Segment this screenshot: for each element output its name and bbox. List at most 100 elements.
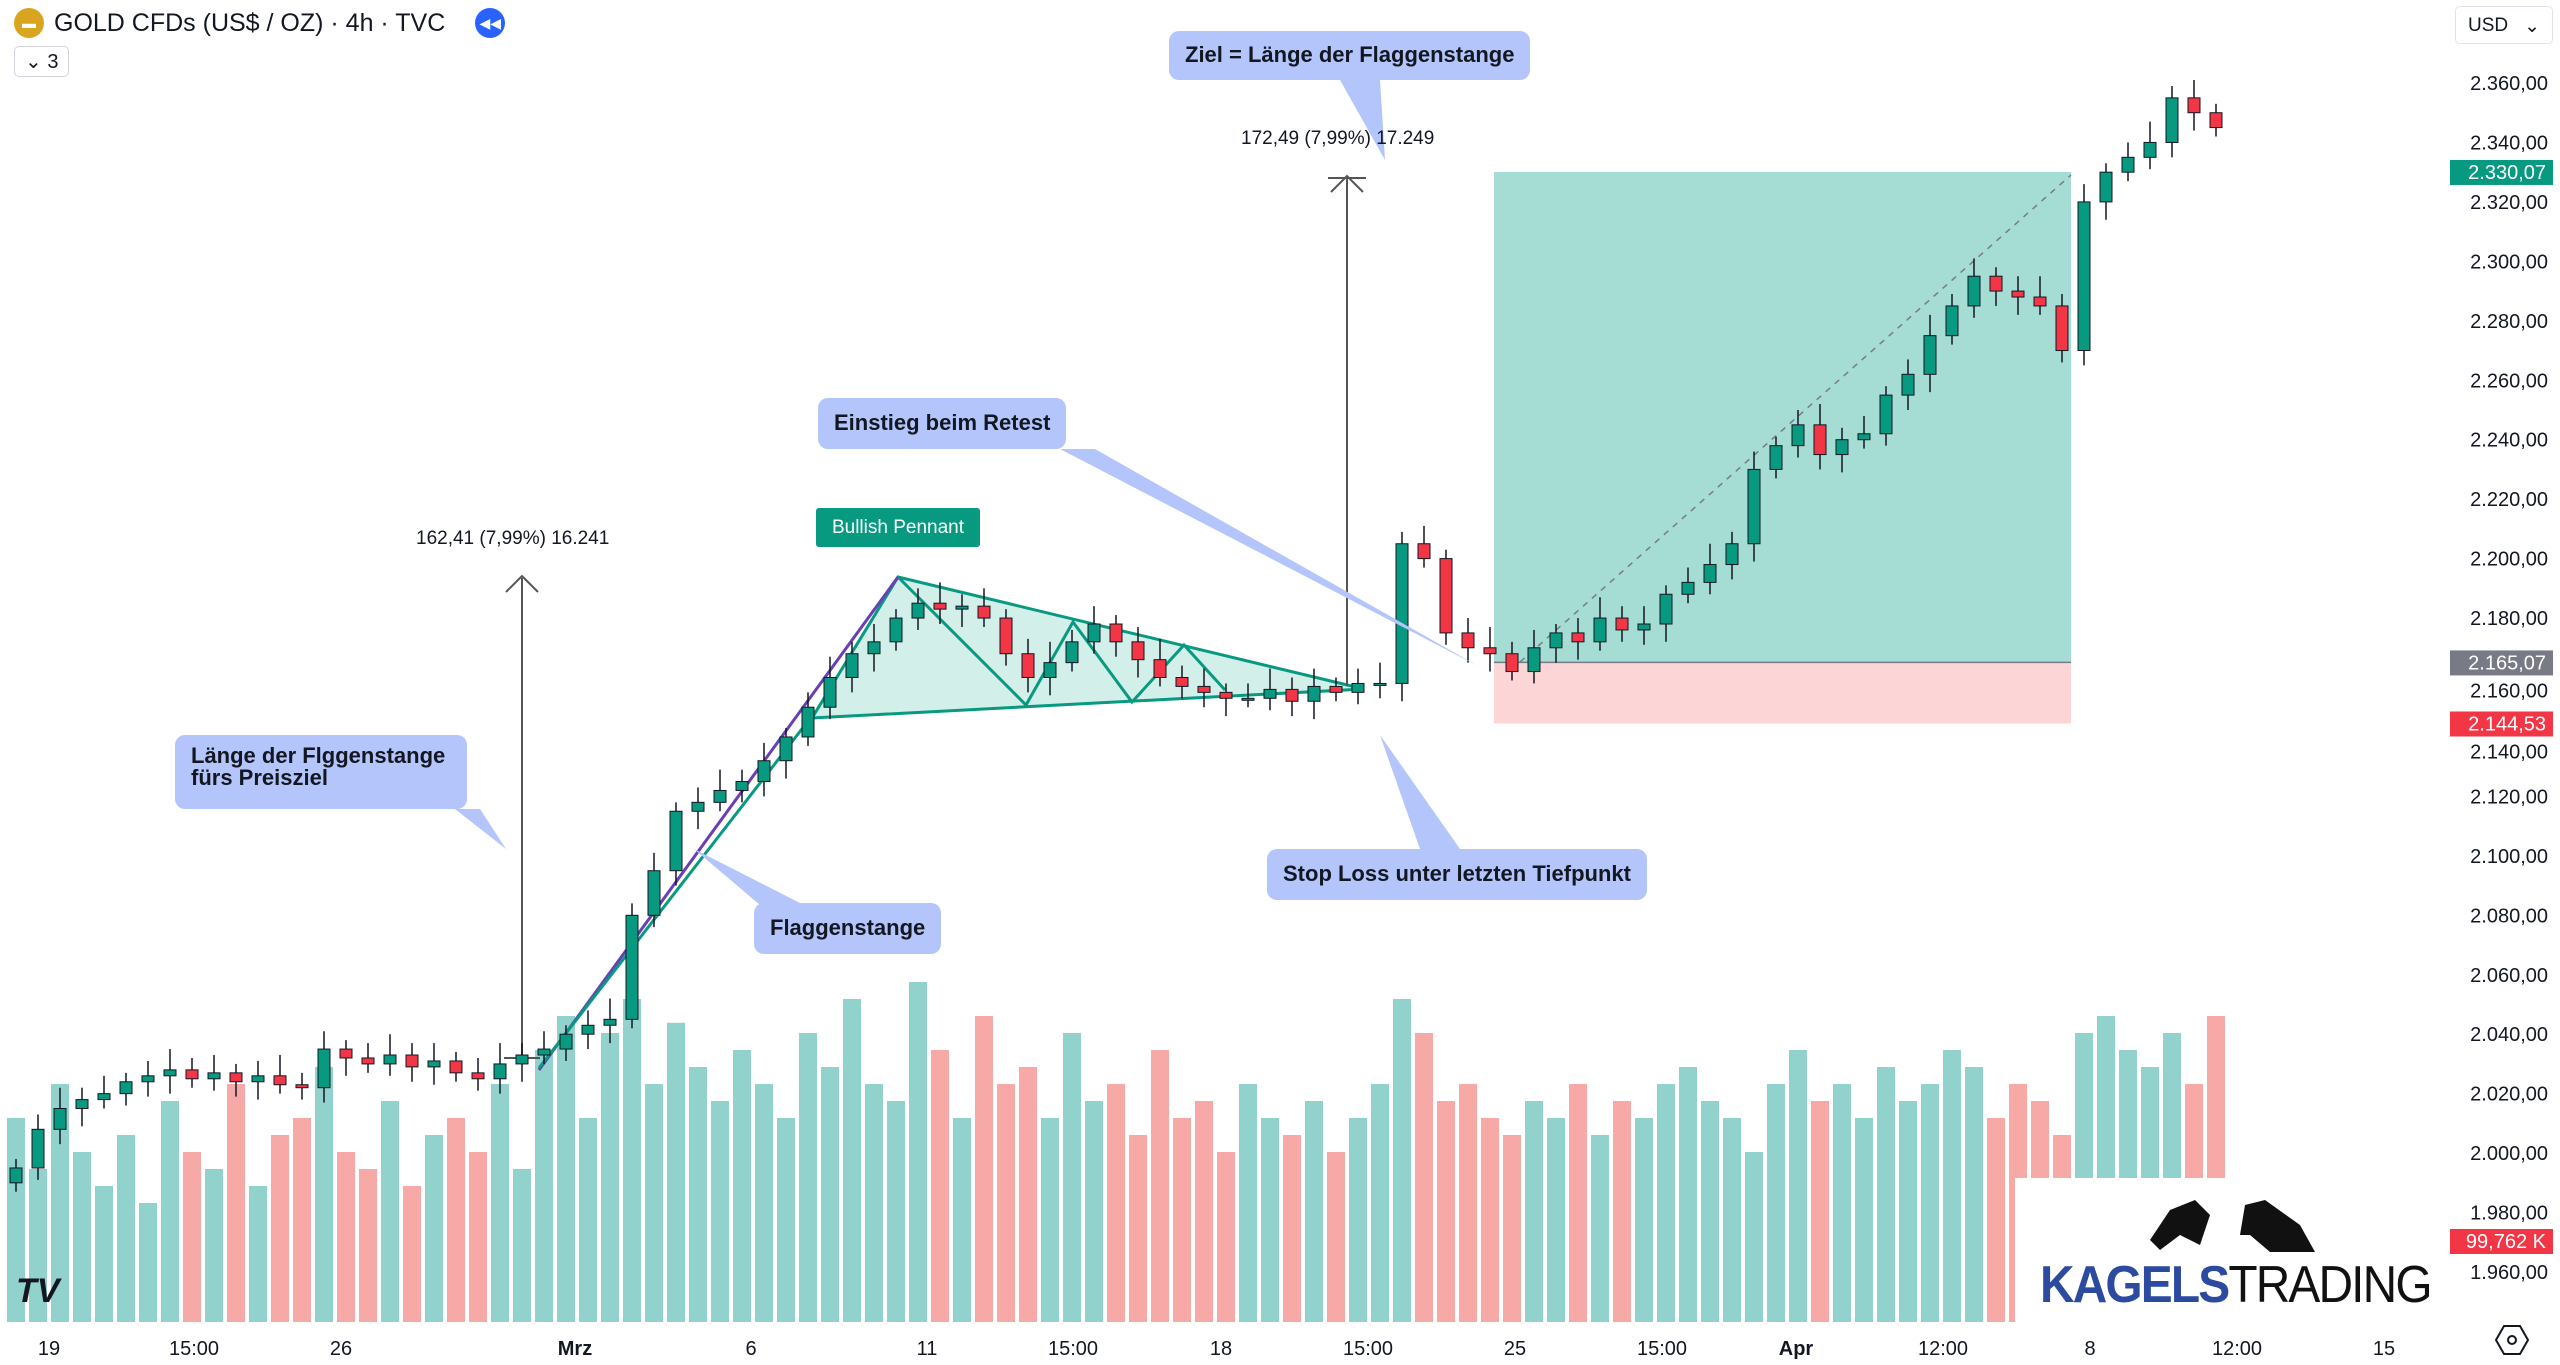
callout-target[interactable]: Ziel = Länge der Flaggenstange <box>1169 31 1531 80</box>
price-tick-label: 2.340,00 <box>2470 132 2548 154</box>
candle <box>31 1128 45 1169</box>
volume-bar <box>1855 1118 1873 1322</box>
currency-label: USD <box>2468 15 2509 36</box>
candle <box>185 1069 199 1080</box>
time-tick-label: 25 <box>1504 1338 1526 1360</box>
price-tick-label: 2.220,00 <box>2470 489 2548 511</box>
rewind-icon[interactable]: ◀◀ <box>475 8 506 38</box>
volume-bar <box>1525 1101 1543 1322</box>
callout-tail-target <box>1340 80 1385 160</box>
chevron-down-icon: ⌄ <box>25 51 42 73</box>
target-zone[interactable] <box>1494 171 2071 663</box>
candle <box>1307 685 1321 702</box>
long-position-tool[interactable] <box>1494 171 2072 724</box>
price-tick-label: 2.180,00 <box>2470 608 2548 630</box>
candle <box>889 617 903 643</box>
price-tick-label: 2.240,00 <box>2470 430 2548 452</box>
candle <box>163 1069 177 1077</box>
time-tick-label: 12:00 <box>1918 1338 1968 1360</box>
tradingview-logo-icon[interactable]: TV <box>16 1272 60 1310</box>
price-tick-label: 2.280,00 <box>2470 311 2548 333</box>
volume-bar <box>909 982 927 1322</box>
volume-bar <box>1217 1152 1235 1322</box>
indicators-toggle[interactable]: ⌄ 3 <box>14 46 70 77</box>
callout-tail-pole-length <box>455 809 506 849</box>
candle <box>1637 623 1651 631</box>
candle <box>295 1084 309 1089</box>
price-badges: 2.330,07 2.165,07 2.144,53 99,762 K <box>2450 159 2553 1254</box>
pattern-label[interactable]: Bullish Pennant <box>816 508 980 547</box>
candle <box>1395 543 1409 684</box>
price-axis[interactable]: 2.360,00 2.340,00 2.320,00 2.300,00 2.280,00… <box>2470 73 2548 1284</box>
volume-bar <box>1063 1033 1081 1322</box>
candle <box>1505 653 1519 673</box>
candle <box>603 1018 617 1026</box>
candle <box>977 605 991 619</box>
volume-bar <box>469 1152 487 1322</box>
candles <box>9 80 2223 1192</box>
price-tick-label: 2.360,00 <box>2470 73 2548 95</box>
candle <box>1087 623 1101 643</box>
symbol-title[interactable]: GOLD CFDs (US$ / OZ) · 4h · TVC <box>54 8 446 37</box>
price-tick-label: 2.060,00 <box>2470 965 2548 987</box>
volume-bars <box>7 982 2225 1322</box>
price-tick-label: 2.020,00 <box>2470 1084 2548 1106</box>
volume-bar <box>1129 1135 1147 1322</box>
price-tick-label: 2.200,00 <box>2470 549 2548 571</box>
volume-bar <box>1261 1118 1279 1322</box>
candle <box>1835 439 1849 456</box>
volume-bar <box>843 999 861 1322</box>
candle <box>2099 171 2113 203</box>
volume-bar <box>315 1067 333 1322</box>
stop-zone[interactable] <box>1494 662 2071 724</box>
price-badge <box>2450 650 2553 676</box>
candle <box>97 1093 111 1101</box>
time-axis[interactable]: 19 15:00 26 Mrz 6 11 15:00 18 15:00 25 15:00 Apr 12:… <box>38 1338 2395 1360</box>
pennant-triangle[interactable] <box>809 575 1365 720</box>
callout-tail-stop <box>1380 735 1460 849</box>
volume-bar <box>161 1101 179 1322</box>
time-tick-label: 12:00 <box>2212 1338 2262 1360</box>
volume-bar <box>887 1101 905 1322</box>
candle <box>75 1099 89 1110</box>
callout-pole[interactable]: Flaggenstange <box>754 903 942 954</box>
callout-stop[interactable]: Stop Loss unter letzten Tiefpunkt <box>1267 849 1647 900</box>
callout-entry[interactable]: Einstieg beim Retest <box>818 398 1067 449</box>
price-tick-label: 1.960,00 <box>2470 1262 2548 1284</box>
volume-bar <box>1151 1050 1169 1322</box>
volume-bar <box>337 1152 355 1322</box>
price-tick-label: 2.120,00 <box>2470 786 2548 808</box>
price-tick-label: 2.320,00 <box>2470 192 2548 214</box>
currency-select[interactable]: USD ⌄ <box>2455 6 2553 44</box>
candle <box>779 736 793 762</box>
volume-bar <box>381 1101 399 1322</box>
candle <box>1791 424 1805 447</box>
candle <box>933 602 947 610</box>
volume-bar <box>95 1186 113 1322</box>
candle <box>581 1024 595 1035</box>
volume-bar <box>73 1152 91 1322</box>
volume-bar <box>1833 1084 1851 1322</box>
volume-bar <box>535 1050 553 1322</box>
candle <box>1681 581 1695 595</box>
volume-bar <box>293 1118 311 1322</box>
candle <box>1549 632 1563 649</box>
target-path-dashed <box>1519 174 2072 663</box>
price-badge-label: 2.330,07 <box>2468 162 2546 184</box>
candle <box>823 677 837 708</box>
candle <box>867 641 881 655</box>
candle <box>1769 445 1783 470</box>
volume-badge-label: 99,762 K <box>2466 1231 2547 1253</box>
volume-bar <box>1723 1118 1741 1322</box>
candle <box>339 1048 353 1059</box>
candle <box>1285 688 1299 702</box>
candle <box>9 1167 23 1184</box>
volume-bar <box>1041 1118 1059 1322</box>
candle <box>1241 697 1255 701</box>
flagpole-line <box>537 576 900 1071</box>
measure-label-1: 162,41 (7,99%) 16.241 <box>416 528 610 549</box>
callout-pole-length[interactable]: Länge der Flggenstange fürs Preisziel <box>175 735 467 809</box>
candle <box>53 1108 67 1130</box>
settings-icon[interactable] <box>2494 1325 2530 1355</box>
